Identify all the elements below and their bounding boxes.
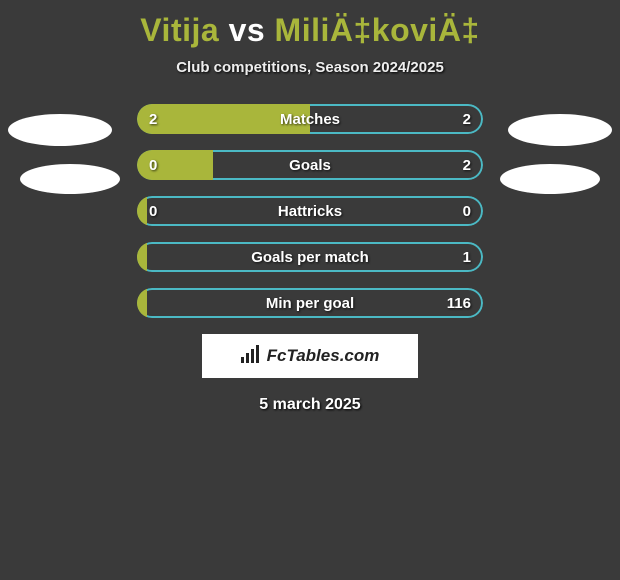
stat-bar: 116Min per goal — [137, 288, 483, 318]
stat-bar: 02Goals — [137, 150, 483, 180]
stat-bar: 1Goals per match — [137, 242, 483, 272]
player2-avatar-top — [508, 114, 612, 146]
stat-bar: 22Matches — [137, 104, 483, 134]
player1-avatar-top — [8, 114, 112, 146]
stat-label: Matches — [137, 104, 483, 134]
stat-label: Goals — [137, 150, 483, 180]
stat-bar: 00Hattricks — [137, 196, 483, 226]
page-title: Vitija vs MiliÄ‡koviÄ‡ — [0, 0, 620, 49]
player1-avatar-bottom — [20, 164, 120, 194]
vs-text: vs — [229, 12, 266, 48]
stat-label: Goals per match — [137, 242, 483, 272]
date-text: 5 march 2025 — [0, 396, 620, 414]
stat-label: Hattricks — [137, 196, 483, 226]
stat-bars: 22Matches 02Goals 00Hattricks 1Goals per ma… — [137, 104, 483, 318]
player2-name: MiliÄ‡koviÄ‡ — [275, 12, 480, 48]
player2-avatar-bottom — [500, 164, 600, 194]
brand-text: FcTables.com — [267, 346, 380, 366]
subtitle: Club competitions, Season 2024/2025 — [0, 59, 620, 76]
brand-box[interactable]: FcTables.com — [202, 334, 418, 378]
comparison-content: 22Matches 02Goals 00Hattricks 1Goals per ma… — [0, 104, 620, 414]
brand-chart-icon — [241, 345, 261, 368]
player1-name: Vitija — [140, 12, 219, 48]
stat-label: Min per goal — [137, 288, 483, 318]
